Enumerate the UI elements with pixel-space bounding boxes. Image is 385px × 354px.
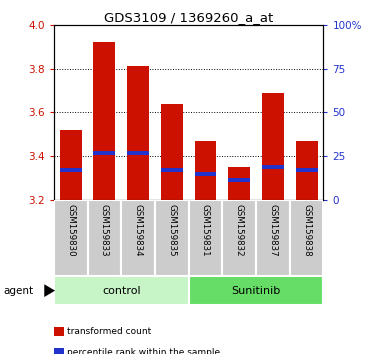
Bar	[262, 165, 284, 169]
Bar	[127, 67, 149, 200]
Text: GSM159830: GSM159830	[66, 204, 75, 256]
Text: GSM159838: GSM159838	[302, 204, 311, 256]
Bar	[194, 141, 216, 200]
Bar	[121, 200, 155, 276]
Text: agent: agent	[4, 286, 34, 296]
Bar	[223, 200, 256, 276]
Text: GSM159831: GSM159831	[201, 204, 210, 256]
Bar	[256, 200, 290, 276]
Bar	[296, 141, 318, 200]
Bar	[94, 151, 115, 155]
Bar	[189, 276, 323, 305]
Text: Sunitinib: Sunitinib	[231, 286, 281, 296]
Bar	[60, 167, 82, 172]
Bar	[94, 42, 115, 200]
Bar	[88, 200, 121, 276]
Text: control: control	[102, 286, 141, 296]
Text: GSM159832: GSM159832	[235, 204, 244, 256]
Bar	[161, 104, 183, 200]
Text: transformed count: transformed count	[67, 327, 152, 336]
Bar	[54, 200, 88, 276]
Bar	[127, 151, 149, 155]
Bar	[290, 200, 323, 276]
Text: GSM159834: GSM159834	[134, 204, 142, 256]
Bar	[228, 167, 250, 200]
Text: GSM159835: GSM159835	[167, 204, 176, 256]
Bar	[189, 200, 223, 276]
Title: GDS3109 / 1369260_a_at: GDS3109 / 1369260_a_at	[104, 11, 273, 24]
Bar	[296, 167, 318, 172]
Bar	[161, 167, 183, 172]
Bar	[228, 178, 250, 182]
Bar	[54, 276, 189, 305]
Bar	[155, 200, 189, 276]
Bar	[262, 93, 284, 200]
Bar	[60, 130, 82, 200]
Text: percentile rank within the sample: percentile rank within the sample	[67, 348, 221, 354]
Text: GSM159833: GSM159833	[100, 204, 109, 256]
Text: GSM159837: GSM159837	[268, 204, 277, 256]
Bar	[194, 172, 216, 176]
